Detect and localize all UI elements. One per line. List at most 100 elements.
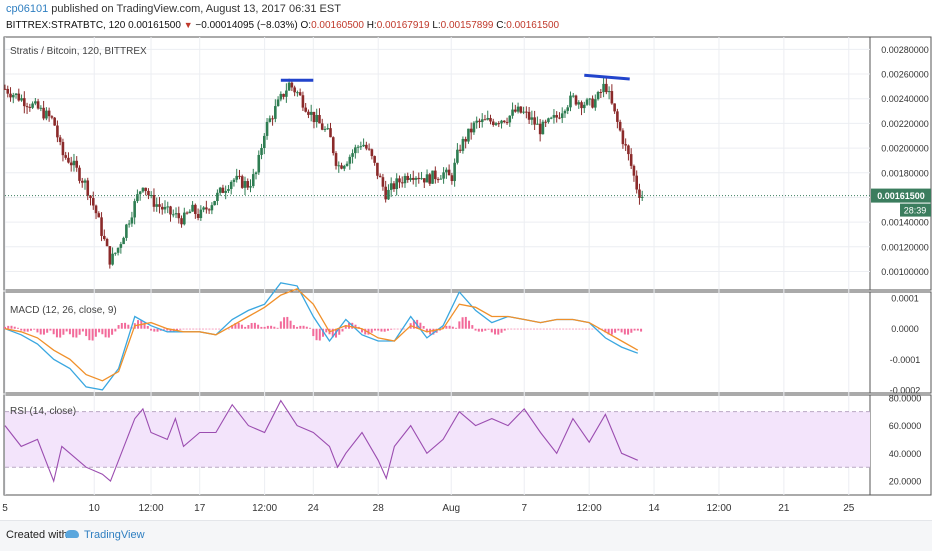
- macd-histogram-bar: [474, 328, 477, 331]
- macd-histogram-bar: [477, 328, 480, 332]
- candle-body: [34, 101, 37, 104]
- candle-body: [439, 178, 443, 180]
- macd-histogram-bar: [188, 328, 191, 330]
- macd-histogram-bar: [299, 325, 302, 329]
- macd-histogram-bar: [179, 328, 182, 330]
- macd-histogram-bar: [39, 328, 42, 335]
- macd-histogram-bar: [623, 328, 626, 335]
- macd-histogram-bar: [247, 325, 250, 329]
- time-tick-label: 14: [648, 503, 660, 514]
- candle-body: [207, 209, 211, 211]
- macd-histogram-bar: [633, 328, 636, 331]
- chart-canvas[interactable]: 0.00280000 0.00260000 0.00240000 0.00220000…: [0, 0, 932, 520]
- candle-body: [345, 163, 349, 166]
- candle-body: [210, 205, 214, 211]
- macd-histogram-bar: [94, 328, 97, 337]
- candle-body: [497, 123, 501, 125]
- macd-histogram-bar: [23, 328, 26, 332]
- macd-histogram-bar: [198, 328, 201, 330]
- trend-line-drawing: [584, 73, 630, 81]
- macd-histogram-bar: [487, 328, 490, 330]
- candle-body: [262, 135, 266, 149]
- tradingview-logo[interactable]: TradingView: [65, 529, 145, 541]
- macd-histogram-bar: [419, 322, 422, 329]
- candle-body: [610, 91, 614, 104]
- macd-pane[interactable]: [4, 282, 643, 391]
- time-tick-label: 21: [778, 503, 790, 514]
- macd-histogram-bar: [176, 328, 178, 331]
- candle-body: [560, 113, 564, 119]
- candle-body: [530, 117, 534, 120]
- macd-histogram-bar: [120, 322, 123, 329]
- macd-histogram-bar: [62, 328, 65, 335]
- symbol-info: BITTREX:STRATBTC, 120 0.00161500 ▼ −0.00…: [6, 20, 559, 31]
- author-link[interactable]: cp06101: [6, 3, 49, 15]
- candle-body: [17, 93, 21, 101]
- macd-histogram-bar: [545, 328, 548, 330]
- rsi-pane[interactable]: [4, 399, 870, 483]
- price-pane[interactable]: [3, 73, 870, 269]
- candle-body: [403, 175, 407, 184]
- candle-body: [6, 88, 10, 94]
- candle-body: [155, 204, 159, 207]
- macd-histogram-bar: [390, 328, 393, 330]
- rsi-tick-label: 80.0000: [889, 393, 922, 403]
- candle-body: [276, 99, 280, 107]
- candle-body: [307, 111, 310, 115]
- candle-body: [285, 90, 288, 97]
- candle-body: [478, 120, 481, 123]
- macd-histogram-bar: [588, 328, 591, 330]
- candle-body: [348, 156, 352, 164]
- candle-body: [94, 205, 98, 214]
- candle-body: [83, 180, 87, 183]
- candle-body: [199, 209, 203, 219]
- macd-histogram-bar: [497, 328, 500, 335]
- candle-body: [376, 162, 379, 176]
- macd-histogram-bar: [403, 328, 406, 330]
- candle-body: [480, 119, 484, 123]
- macd-histogram-bar: [273, 326, 276, 329]
- macd-histogram-bar: [575, 328, 578, 330]
- macd-histogram-bar: [163, 328, 166, 330]
- macd-histogram-bar: [464, 316, 467, 329]
- macd-histogram-bar: [98, 328, 101, 333]
- macd-histogram-bar: [383, 328, 386, 332]
- candle-body: [442, 172, 445, 179]
- candle-body: [596, 92, 600, 100]
- candle-body: [362, 144, 365, 147]
- symbol-label: BITTREX:STRATBTC, 120: [6, 20, 126, 31]
- rsi-tick-label: 40.0000: [889, 449, 922, 459]
- candle-body: [28, 106, 32, 108]
- candle-body: [519, 106, 523, 113]
- candle-body: [191, 204, 194, 212]
- macd-histogram-bar: [52, 328, 55, 335]
- macd-histogram-bar: [510, 328, 513, 330]
- candle-body: [334, 153, 338, 166]
- macd-histogram-bar: [68, 328, 71, 335]
- candle-body: [461, 138, 465, 151]
- macd-histogram-bar: [146, 325, 149, 329]
- cloud-icon: [65, 530, 79, 539]
- candle-body: [577, 102, 581, 105]
- macd-histogram-bar: [536, 328, 539, 330]
- macd-histogram-bar: [234, 322, 237, 329]
- candle-body: [301, 95, 305, 108]
- macd-histogram-bar: [520, 328, 522, 330]
- candle-body: [436, 179, 440, 181]
- macd-histogram-bar: [610, 328, 613, 335]
- candle-body: [552, 115, 556, 118]
- macd-tick-label: 0.0000: [891, 324, 919, 334]
- candle-body: [298, 92, 302, 96]
- macd-histogram-bar: [150, 328, 153, 331]
- candle-body: [381, 177, 385, 187]
- macd-histogram-bar: [549, 328, 552, 330]
- candle-body: [100, 217, 103, 236]
- macd-histogram-bar: [312, 328, 315, 337]
- macd-histogram-bar: [601, 328, 604, 330]
- candle-body: [97, 213, 101, 218]
- candle-body: [508, 115, 512, 123]
- macd-histogram-bar: [507, 328, 510, 330]
- macd-histogram-bar: [451, 326, 454, 329]
- candle-body: [580, 102, 583, 109]
- candle-body: [541, 121, 545, 135]
